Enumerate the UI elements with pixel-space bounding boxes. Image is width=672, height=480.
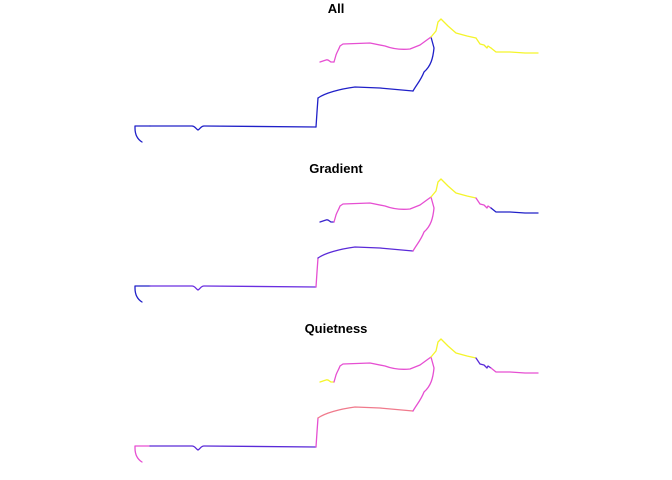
route-segment-upper: [333, 36, 432, 63]
route-segment-descent: [475, 197, 492, 209]
route-segment-riser: [315, 257, 319, 288]
route-lines-all: [134, 18, 539, 143]
map-panel-all: All: [134, 1, 539, 143]
route-lines-quietness: [134, 338, 539, 463]
route-segment-middle: [317, 86, 414, 99]
route-segment-climb: [412, 196, 435, 252]
map-panel-gradient: Gradient: [134, 161, 539, 303]
panel-title-all: All: [328, 1, 345, 16]
route-segment-upper: [333, 356, 432, 383]
route-lines-gradient: [134, 178, 539, 303]
route-segment-descent: [475, 357, 492, 369]
route-segment-tail: [134, 445, 151, 463]
route-segment-upper: [333, 196, 432, 223]
route-segment-climb: [412, 356, 435, 412]
route-segment-tail: [134, 285, 151, 303]
panel-title-quietness: Quietness: [305, 321, 368, 336]
panel-title-gradient: Gradient: [309, 161, 363, 176]
route-segment-end: [490, 47, 539, 54]
route-segment-lower: [149, 125, 317, 131]
route-segment-upper-left: [319, 219, 335, 223]
route-segment-middle: [317, 246, 414, 259]
route-segment-ridge: [430, 338, 477, 359]
route-segment-upper-left: [319, 59, 335, 63]
route-segment-climb: [412, 36, 435, 92]
route-segment-upper-left: [319, 379, 335, 383]
route-segment-lower: [149, 445, 317, 451]
route-segment-end: [490, 367, 539, 374]
route-segment-riser: [315, 97, 319, 128]
route-segment-lower: [149, 285, 317, 291]
route-segment-ridge: [430, 18, 477, 39]
route-segment-tail: [134, 125, 151, 143]
route-segment-middle: [317, 406, 414, 419]
route-segment-end: [490, 207, 539, 214]
route-segment-ridge: [430, 178, 477, 199]
route-segment-riser: [315, 417, 319, 448]
map-panel-quietness: Quietness: [134, 321, 539, 463]
route-segment-descent: [475, 37, 492, 49]
